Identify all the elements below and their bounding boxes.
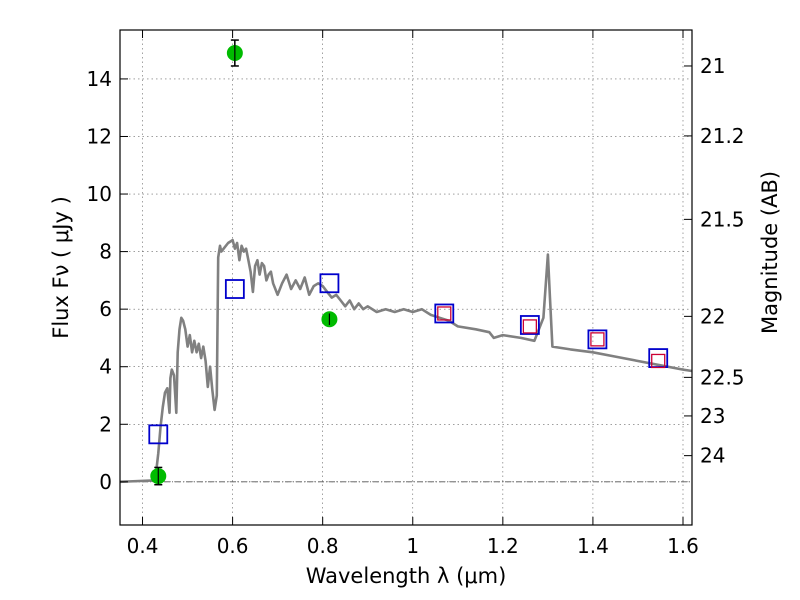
x-tick-label: 1.4	[577, 534, 609, 558]
observed-photometry-square	[519, 315, 540, 335]
y2-tick-label: 21.5	[700, 207, 745, 231]
y2-tick-label: 22.5	[700, 365, 745, 389]
observed-photometry-square	[224, 279, 245, 299]
x-axis-title: Wavelength λ (μm)	[306, 564, 507, 588]
y-tick-label: 6	[99, 297, 112, 321]
observed-photometry-square	[434, 303, 455, 324]
y-tick-label: 14	[87, 67, 112, 91]
y2-tick-label: 21.2	[700, 124, 745, 148]
x-tick-label: 1	[406, 534, 419, 558]
x-tick-label: 0.8	[307, 534, 339, 558]
y2-tick-label: 22	[700, 304, 725, 328]
x-tick-label: 1.6	[667, 534, 699, 558]
model-photometry-square	[590, 332, 605, 347]
y2-tick-label: 21	[700, 54, 725, 78]
axis-ticks	[120, 30, 692, 525]
x-tick-label: 0.4	[127, 534, 159, 558]
grid-lines	[120, 30, 692, 525]
y-tick-label: 10	[87, 182, 112, 206]
y2-tick-label: 24	[700, 444, 725, 468]
y-tick-label: 2	[99, 412, 112, 436]
tick-labels: 0.4 0.6 0.8 1 1.2 1.4 1.6024681012142121.221.5…	[87, 54, 745, 558]
observed-photometry-square	[319, 273, 340, 294]
model-photometry-square	[651, 353, 666, 369]
y2-tick-label: 23	[700, 404, 725, 428]
model-spectrum-layer	[119, 238, 693, 484]
model-photometry-square	[437, 306, 452, 321]
observed-photometry-square	[148, 424, 169, 445]
x-tick-label: 0.6	[217, 534, 249, 558]
observed-photometry-square	[587, 329, 608, 350]
model-photometry-square	[522, 319, 538, 334]
y-tick-label: 4	[99, 355, 112, 379]
photometry-points-layer	[148, 39, 669, 486]
x-tick-label: 1.2	[487, 534, 519, 558]
y2-axis-title: Magnitude (AB)	[758, 171, 782, 334]
y-tick-label: 0	[99, 470, 112, 494]
plot-frame	[119, 29, 693, 526]
model-spectrum-line	[119, 238, 693, 484]
y-tick-label: 12	[87, 124, 112, 148]
y-axis-title: Flux Fν ( μJy )	[49, 196, 73, 339]
y-tick-label: 8	[99, 240, 112, 264]
